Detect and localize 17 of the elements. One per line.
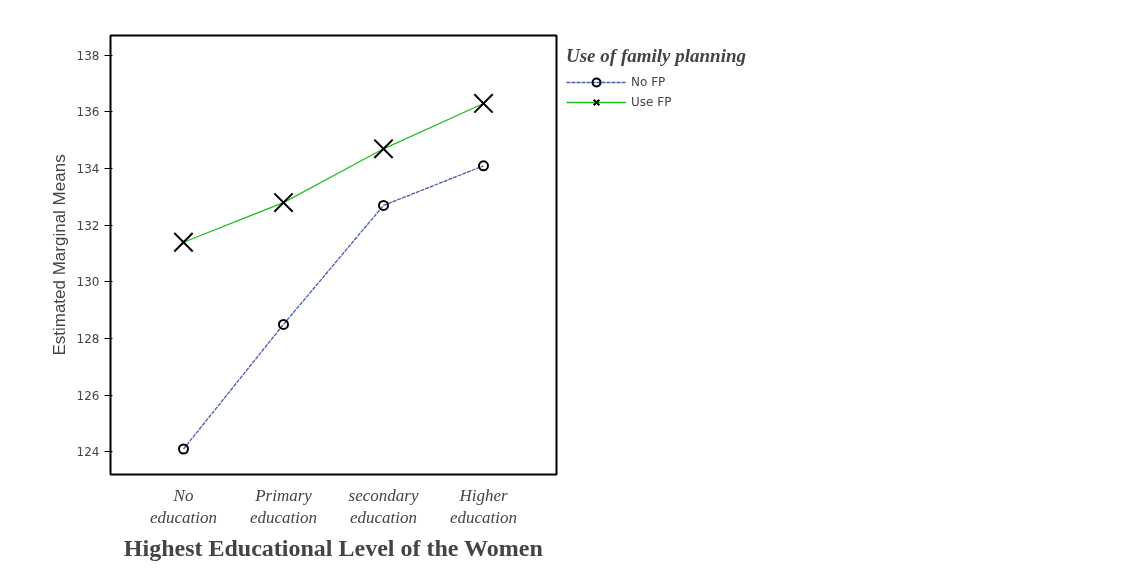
x-axis-title: Highest Educational Level of the Women xyxy=(123,535,543,562)
y-axis-title: Estimated Marginal Means xyxy=(49,154,69,356)
x-tick-label: secondary education xyxy=(348,485,419,528)
legend-label: No FP xyxy=(631,75,666,89)
y-tick-label: 128 xyxy=(76,332,100,347)
y-tick-label: 124 xyxy=(76,445,100,460)
y-tick-label: 136 xyxy=(76,105,100,120)
x-tick-label: Higher education xyxy=(449,485,518,528)
x-tick-label: No education xyxy=(149,485,218,528)
y-tick-label: 126 xyxy=(76,388,100,403)
y-tick-label: 132 xyxy=(76,218,100,233)
y-tick-label: 130 xyxy=(76,275,100,290)
y-tick-label: 134 xyxy=(76,162,100,177)
legend-label: Use FP xyxy=(631,95,672,109)
legend-title: Use of family planning xyxy=(566,45,746,67)
y-tick-label: 138 xyxy=(76,48,100,63)
x-tick-label: Primary education xyxy=(249,485,318,528)
